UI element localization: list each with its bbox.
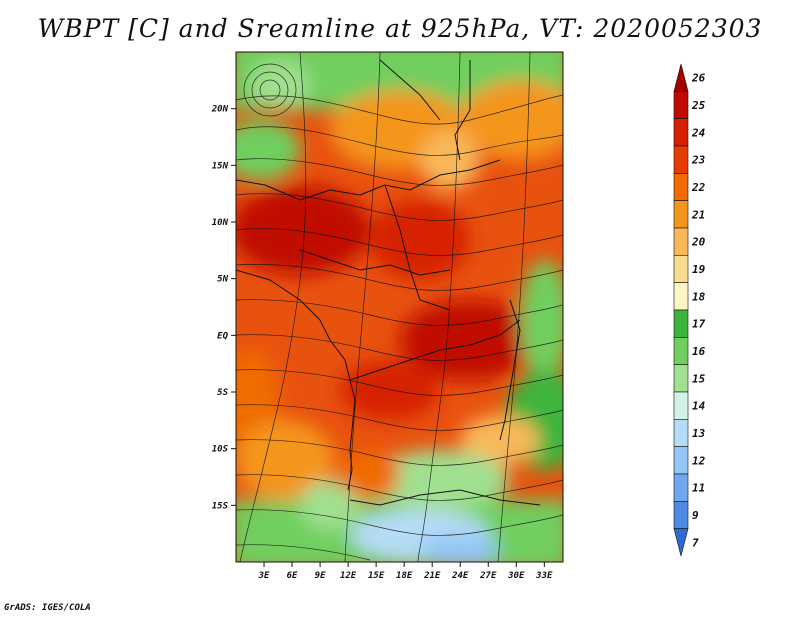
colorbar-label: 24 <box>691 126 706 139</box>
map-title: WBPT [C] and Sreamline at 925hPa, VT: 20… <box>37 14 763 43</box>
colorbar-label: 18 <box>692 290 706 303</box>
lon-tick-label: 6E <box>287 571 298 581</box>
lat-tick-label: 20N <box>211 105 229 115</box>
lon-tick-label: 21E <box>423 571 441 581</box>
longitude-axis: 3E 6E 9E 12E 15E 18E 21E 24E 27E 30E 33E <box>258 562 553 581</box>
colorbar-bottom-arrow <box>673 528 689 557</box>
latitude-axis: 20N 15N 10N 5N EQ 5S 10S 15S <box>211 105 236 511</box>
colorbar-label: 20 <box>691 236 706 249</box>
colorbar-swatch <box>673 200 689 229</box>
colorbar-swatch <box>673 337 689 365</box>
colorbar-swatch <box>673 501 689 529</box>
colorbar-swatch <box>673 364 689 393</box>
colorbar-label: 17 <box>692 318 706 331</box>
colorbar-label: 16 <box>692 345 706 358</box>
colorbar-swatch <box>673 227 689 256</box>
colorbar-label: 25 <box>691 99 706 112</box>
colorbar-label: 19 <box>692 263 706 276</box>
lon-tick-label: 9E <box>315 571 326 581</box>
lon-tick-label: 33E <box>535 571 553 581</box>
colorbar-label: 14 <box>692 400 706 413</box>
colorbar-label: 13 <box>692 427 706 440</box>
lat-tick-label: 15S <box>212 501 229 511</box>
colorbar-label: 11 <box>692 482 705 495</box>
colorbar: 26 25 24 23 22 21 20 19 18 17 16 15 14 13 12 11 9 7 <box>673 63 706 557</box>
colorbar-top-arrow <box>673 63 689 92</box>
grads-credit: GrADS: IGES/COLA <box>4 603 91 613</box>
colorbar-swatch <box>673 91 689 119</box>
lon-tick-label: 27E <box>479 571 497 581</box>
map-frame <box>235 51 564 563</box>
colorbar-swatch <box>673 391 689 420</box>
colorbar-swatch <box>673 255 689 283</box>
lon-tick-label: 12E <box>340 571 357 581</box>
colorbar-label: 7 <box>692 536 699 549</box>
lon-tick-label: 18E <box>396 571 413 581</box>
lat-tick-label: 10S <box>212 445 229 455</box>
colorbar-swatch <box>673 446 689 475</box>
lat-tick-label: 5S <box>217 388 228 398</box>
lon-tick-label: 15E <box>368 571 385 581</box>
lat-tick-label: 5N <box>217 275 228 285</box>
lat-tick-label: 10N <box>212 218 229 228</box>
wbpt-field <box>236 52 563 562</box>
colorbar-label: 15 <box>692 372 706 385</box>
colorbar-label: 23 <box>691 154 706 167</box>
colorbar-swatch <box>673 282 689 311</box>
colorbar-swatch <box>673 173 689 201</box>
streamlines <box>236 52 563 562</box>
colorbar-swatch <box>673 145 689 174</box>
lon-tick-label: 3E <box>258 571 270 581</box>
lon-tick-label: 24E <box>451 571 469 581</box>
lon-tick-label: 30E <box>507 571 525 581</box>
colorbar-swatch <box>673 118 689 147</box>
colorbar-label: 12 <box>692 454 706 467</box>
colorbar-swatch <box>673 309 689 338</box>
colorbar-swatch <box>673 473 689 502</box>
colorbar-label: 9 <box>692 509 699 522</box>
lat-tick-label: 15N <box>212 161 229 171</box>
colorbar-label: 22 <box>691 181 706 194</box>
lat-tick-label: EQ <box>217 331 228 341</box>
colorbar-swatch <box>673 419 689 447</box>
colorbar-label: 21 <box>691 208 705 221</box>
colorbar-label: 26 <box>691 72 706 85</box>
